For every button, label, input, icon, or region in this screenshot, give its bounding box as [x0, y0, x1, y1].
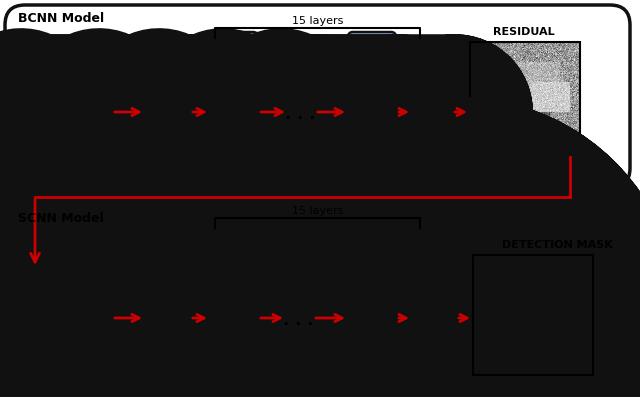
FancyBboxPatch shape [145, 248, 190, 383]
Text: CONV + BN + RELU: CONV + BN + RELU [230, 267, 239, 357]
FancyBboxPatch shape [210, 238, 258, 386]
FancyBboxPatch shape [5, 5, 630, 188]
Bar [473, 255, 593, 375]
Text: CONV: CONV [427, 95, 437, 127]
Bar [470, 42, 580, 157]
Text: CONV + BN + RELU: CONV + BN + RELU [367, 267, 376, 357]
FancyBboxPatch shape [412, 52, 452, 170]
FancyBboxPatch shape [145, 42, 190, 172]
Text: BCNN Model: BCNN Model [18, 12, 104, 25]
Text: CONV + SIGMOID: CONV + SIGMOID [429, 273, 438, 353]
FancyBboxPatch shape [5, 205, 630, 388]
Bar [12, 258, 112, 378]
FancyBboxPatch shape [412, 248, 456, 378]
Text: DETECTION MASK: DETECTION MASK [502, 240, 612, 250]
FancyBboxPatch shape [348, 32, 396, 180]
Text: CONV + RELU: CONV + RELU [163, 281, 172, 350]
Text: 15 layers: 15 layers [292, 16, 343, 26]
Text: CONV + BN + RELU: CONV + BN + RELU [230, 61, 239, 151]
Bar [12, 52, 112, 172]
FancyBboxPatch shape [210, 32, 258, 180]
Text: 15 layers: 15 layers [292, 206, 343, 216]
Text: . . .: . . . [283, 311, 314, 329]
Text: CONV + BN + RELU: CONV + BN + RELU [367, 61, 376, 151]
Text: SCNN Model: SCNN Model [18, 212, 104, 225]
Text: CONV + RELU: CONV + RELU [163, 73, 172, 141]
FancyBboxPatch shape [348, 238, 396, 386]
Text: . . .: . . . [285, 105, 316, 123]
Text: RESIDUAL: RESIDUAL [493, 27, 555, 37]
